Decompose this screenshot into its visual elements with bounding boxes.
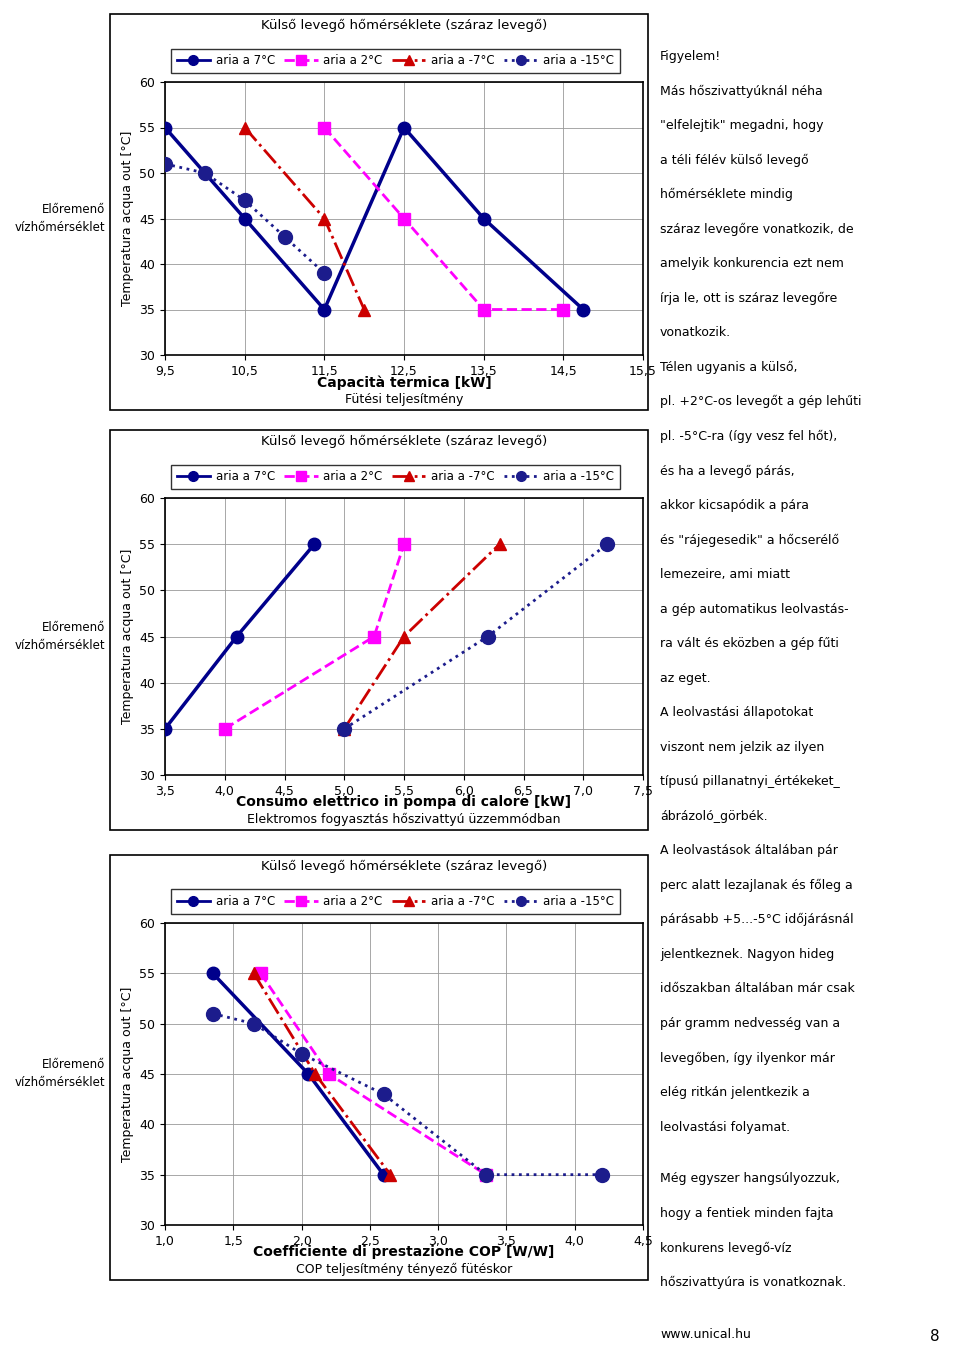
Text: konkurens levegő-víz: konkurens levegő-víz bbox=[660, 1241, 791, 1254]
Text: levegőben, így ilyenkor már: levegőben, így ilyenkor már bbox=[660, 1052, 835, 1064]
Text: hogy a fentiek minden fajta: hogy a fentiek minden fajta bbox=[660, 1207, 833, 1220]
Text: pl. +2°C-os levegőt a gép lehűti: pl. +2°C-os levegőt a gép lehűti bbox=[660, 395, 861, 409]
Text: Figyelem!: Figyelem! bbox=[660, 50, 721, 63]
Legend: aria a 7°C, aria a 2°C, aria a -7°C, aria a -15°C: aria a 7°C, aria a 2°C, aria a -7°C, ari… bbox=[171, 889, 620, 915]
Text: típusú pillanatnyi_értékeket_: típusú pillanatnyi_értékeket_ bbox=[660, 775, 840, 788]
Y-axis label: Temperatura acqua out [°C]: Temperatura acqua out [°C] bbox=[121, 130, 133, 306]
Text: Más hőszivattyúknál néha: Más hőszivattyúknál néha bbox=[660, 84, 823, 98]
Y-axis label: Temperatura acqua out [°C]: Temperatura acqua out [°C] bbox=[121, 549, 133, 724]
Text: leolvastási folyamat.: leolvastási folyamat. bbox=[660, 1121, 790, 1133]
Text: perc alatt lezajlanak és főleg a: perc alatt lezajlanak és főleg a bbox=[660, 879, 852, 892]
Text: A leolvastási állapotokat: A leolvastási állapotokat bbox=[660, 707, 813, 719]
Text: ra vált és eközben a gép fűti: ra vált és eközben a gép fűti bbox=[660, 637, 839, 650]
Text: COP teljesítmény tényező fütéskor: COP teljesítmény tényező fütéskor bbox=[296, 1263, 512, 1276]
Title: Külső levegő hőmérséklete (száraz levegő): Külső levegő hőmérséklete (száraz levegő… bbox=[261, 860, 547, 874]
Text: a gép automatikus leolvastás-: a gép automatikus leolvastás- bbox=[660, 602, 849, 616]
Legend: aria a 7°C, aria a 2°C, aria a -7°C, aria a -15°C: aria a 7°C, aria a 2°C, aria a -7°C, ari… bbox=[171, 465, 620, 489]
Text: és ha a levegő párás,: és ha a levegő párás, bbox=[660, 465, 795, 477]
Text: www.unical.hu: www.unical.hu bbox=[660, 1328, 751, 1341]
Text: lemezeire, ami miatt: lemezeire, ami miatt bbox=[660, 568, 790, 582]
Text: viszont nem jelzik az ilyen: viszont nem jelzik az ilyen bbox=[660, 741, 825, 754]
Title: Külső levegő hőmérséklete (száraz levegő): Külső levegő hőmérséklete (száraz levegő… bbox=[261, 19, 547, 33]
Text: amelyik konkurencia ezt nem: amelyik konkurencia ezt nem bbox=[660, 257, 844, 270]
Text: Coefficiente di prestazione COP [W/W]: Coefficiente di prestazione COP [W/W] bbox=[253, 1245, 555, 1258]
Text: A leolvastások általában pár: A leolvastások általában pár bbox=[660, 844, 838, 858]
Text: Előremenő
vízhőmérséklet: Előremenő vízhőmérséklet bbox=[14, 202, 105, 234]
Text: pár gramm nedvesség van a: pár gramm nedvesség van a bbox=[660, 1017, 840, 1030]
Text: jelentkeznek. Nagyon hideg: jelentkeznek. Nagyon hideg bbox=[660, 947, 834, 961]
Text: Elektromos fogyasztás hőszivattyú üzzemmódban: Elektromos fogyasztás hőszivattyú üzzemm… bbox=[248, 813, 561, 826]
Text: hőmérséklete mindig: hőmérséklete mindig bbox=[660, 188, 793, 201]
Text: a téli félév külső levegő: a téli félév külső levegő bbox=[660, 154, 808, 167]
Text: párásabb +5...-5°C időjárásnál: párásabb +5...-5°C időjárásnál bbox=[660, 913, 853, 927]
Text: és "rájegesedik" a hőcserélő: és "rájegesedik" a hőcserélő bbox=[660, 534, 839, 546]
Text: ábrázoló_görbék.: ábrázoló_görbék. bbox=[660, 810, 768, 822]
Text: vonatkozik.: vonatkozik. bbox=[660, 326, 732, 340]
Text: Fütési teljesítmény: Fütési teljesítmény bbox=[345, 393, 463, 406]
Text: Télen ugyanis a külső,: Télen ugyanis a külső, bbox=[660, 360, 798, 374]
Text: írja le, ott is száraz levegőre: írja le, ott is száraz levegőre bbox=[660, 292, 837, 304]
Text: pl. -5°C-ra (így vesz fel hőt),: pl. -5°C-ra (így vesz fel hőt), bbox=[660, 429, 837, 443]
Text: 8: 8 bbox=[930, 1329, 940, 1344]
Text: az eget.: az eget. bbox=[660, 671, 710, 685]
Title: Külső levegő hőmérséklete (száraz levegő): Külső levegő hőmérséklete (száraz levegő… bbox=[261, 435, 547, 448]
Text: Előremenő
vízhőmérséklet: Előremenő vízhőmérséklet bbox=[14, 1059, 105, 1090]
Text: hőszivattyúra is vonatkoznak.: hőszivattyúra is vonatkoznak. bbox=[660, 1276, 847, 1290]
Text: Consumo elettrico in pompa di calore [kW]: Consumo elettrico in pompa di calore [kW… bbox=[236, 795, 571, 809]
Text: időszakban általában már csak: időszakban általában már csak bbox=[660, 983, 854, 995]
Legend: aria a 7°C, aria a 2°C, aria a -7°C, aria a -15°C: aria a 7°C, aria a 2°C, aria a -7°C, ari… bbox=[171, 49, 620, 73]
Text: száraz levegőre vonatkozik, de: száraz levegőre vonatkozik, de bbox=[660, 223, 853, 236]
Y-axis label: Temperatura acqua out [°C]: Temperatura acqua out [°C] bbox=[121, 987, 133, 1162]
Text: akkor kicsapódik a pára: akkor kicsapódik a pára bbox=[660, 499, 809, 512]
Text: Még egyszer hangsúlyozzuk,: Még egyszer hangsúlyozzuk, bbox=[660, 1173, 840, 1185]
Text: Előremenő
vízhőmérséklet: Előremenő vízhőmérséklet bbox=[14, 621, 105, 652]
Text: elég ritkán jelentkezik a: elég ritkán jelentkezik a bbox=[660, 1086, 810, 1099]
Text: Capacità termica [kW]: Capacità termica [kW] bbox=[317, 375, 492, 390]
Text: "elfelejtik" megadni, hogy: "elfelejtik" megadni, hogy bbox=[660, 120, 824, 132]
